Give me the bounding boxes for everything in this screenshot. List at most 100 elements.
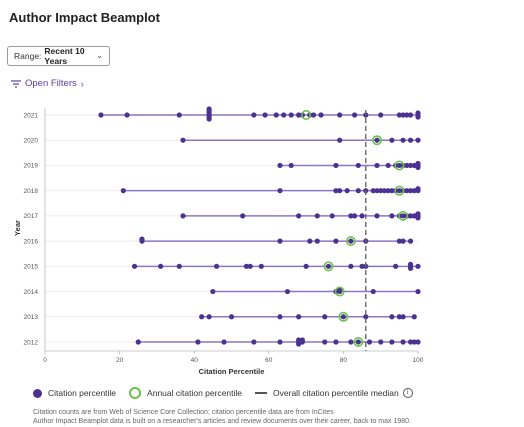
citation-point [299, 337, 305, 343]
legend-median: Overall citation percentile median i [255, 388, 413, 398]
citation-point [393, 263, 399, 269]
range-label: Range: [14, 51, 42, 61]
citation-point [273, 112, 279, 118]
citation-point [180, 213, 186, 219]
x-tick-label: 0 [43, 357, 47, 364]
legend-dot-icon [33, 388, 42, 398]
citation-point [329, 213, 335, 219]
citation-point [400, 314, 406, 320]
citation-point [348, 339, 354, 345]
y-tick-label: 2020 [24, 138, 39, 145]
citation-point [348, 213, 354, 219]
citation-point [389, 137, 395, 143]
citation-point [363, 314, 369, 320]
citation-point [404, 112, 410, 118]
citation-point [337, 112, 343, 118]
citation-point [389, 314, 395, 320]
annual-percentile-marker [345, 236, 356, 247]
citation-point [176, 112, 182, 118]
range-select[interactable]: Range: Recent 10 Years ⌄ [7, 46, 110, 66]
citation-point [314, 213, 320, 219]
citation-point [277, 238, 283, 244]
citation-point [258, 263, 264, 269]
citation-point [296, 314, 302, 320]
citation-point [385, 188, 391, 194]
y-tick-label: 2017 [24, 213, 39, 220]
citation-point [407, 261, 414, 267]
citation-point [355, 339, 361, 345]
citation-point [318, 112, 324, 118]
citation-point [303, 263, 309, 269]
citation-point [378, 188, 384, 194]
legend-citation: Citation percentile [33, 388, 116, 398]
legend-median-label: Overall citation percentile median [273, 388, 399, 398]
citation-point [325, 263, 332, 269]
citation-point [176, 263, 182, 269]
citation-point [407, 339, 414, 345]
annual-percentile-marker [334, 286, 345, 297]
open-filters-link[interactable]: Open Filters › [11, 78, 84, 89]
citation-point [243, 263, 250, 269]
y-tick-label: 2019 [24, 163, 39, 170]
citation-point [407, 112, 414, 118]
citation-point [158, 263, 164, 269]
citation-point [288, 112, 294, 118]
citation-point [381, 188, 388, 194]
citation-point [344, 188, 350, 194]
citation-point [407, 213, 414, 219]
source-note-line-1: Citation counts are from Web of Science … [33, 409, 334, 416]
citation-point [411, 314, 417, 320]
filter-icon [11, 79, 21, 88]
citation-point [180, 137, 186, 143]
annual-percentile-marker [338, 311, 349, 322]
source-note: Citation counts are from Web of Science … [33, 408, 411, 426]
citation-point [415, 137, 421, 143]
citation-point [98, 112, 104, 118]
citation-point [333, 188, 339, 194]
citation-point [348, 238, 354, 244]
citation-point [340, 314, 346, 320]
citation-point [415, 339, 421, 345]
citation-point [400, 213, 406, 219]
citation-point [124, 112, 130, 118]
citation-point [296, 213, 302, 219]
legend-annual-label: Annual citation percentile [147, 388, 243, 398]
legend-ring-icon [129, 387, 142, 399]
citation-point [195, 339, 201, 345]
citation-point [251, 112, 257, 118]
citation-point [355, 188, 361, 194]
citation-point [307, 238, 313, 244]
info-icon[interactable]: i [402, 388, 413, 398]
annual-percentile-marker [323, 261, 334, 272]
citation-point [240, 213, 246, 219]
citation-point [404, 188, 410, 194]
citation-point [400, 238, 406, 244]
x-tick-label: 100 [413, 357, 424, 364]
annual-percentile-marker [353, 336, 364, 347]
citation-point [366, 339, 373, 345]
citation-point [355, 162, 361, 169]
citation-point [407, 188, 414, 194]
citation-point [351, 213, 358, 219]
citation-point [333, 238, 339, 244]
legend-citation-label: Citation percentile [48, 388, 117, 398]
citation-point [199, 314, 205, 320]
x-axis-label: Citation Percentile [199, 367, 265, 376]
citation-point [415, 288, 421, 295]
citation-point [337, 137, 343, 143]
citation-point [378, 339, 384, 345]
citation-point [359, 213, 365, 219]
annual-percentile-marker [371, 135, 382, 146]
citation-point [135, 339, 141, 345]
range-value: Recent 10 Years [44, 46, 85, 66]
y-tick-label: 2014 [24, 289, 39, 296]
citation-point [322, 339, 328, 345]
citation-point [333, 339, 339, 345]
citation-point [415, 215, 421, 221]
y-axis-label: Year [13, 220, 22, 236]
citation-point [415, 110, 421, 116]
citation-point [374, 213, 380, 219]
chevron-right-icon: › [80, 78, 84, 89]
citation-point [351, 112, 358, 118]
y-tick-label: 2015 [24, 264, 39, 271]
